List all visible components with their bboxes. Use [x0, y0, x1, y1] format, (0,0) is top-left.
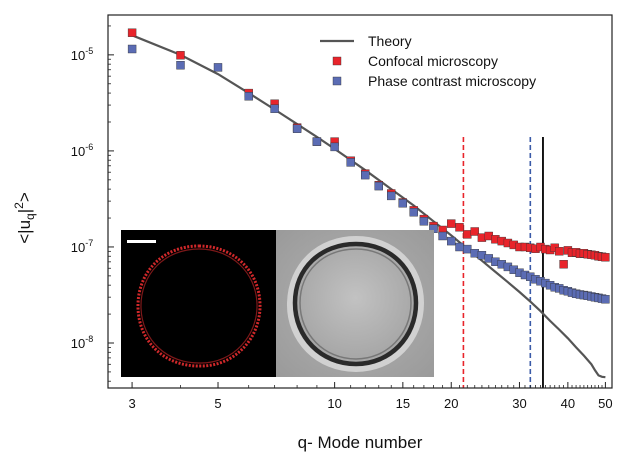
- theory-line: [131, 34, 606, 379]
- confocal-vesicle-ring: [136, 244, 262, 368]
- phase-contrast-point: [127, 44, 137, 54]
- y-tick-label: 10-5: [71, 46, 93, 63]
- phase-contrast-point: [292, 124, 302, 134]
- x-tick-label: 5: [214, 396, 221, 411]
- scale-bar: [127, 240, 156, 243]
- phase-contrast-point: [270, 104, 279, 113]
- legend-label: Phase contrast microscopy: [368, 73, 536, 89]
- y-tick-label: 10-7: [71, 238, 93, 255]
- phase-contrast-point: [419, 217, 429, 226]
- y-tick-label: 10-6: [71, 142, 93, 159]
- phase-contrast-point: [601, 295, 610, 304]
- y-axis-title: <|uq|2>: [12, 192, 37, 244]
- phase-contrast-vesicle: [276, 230, 434, 377]
- legend: Theory Confocal microscopy Phase contrast …: [320, 33, 536, 89]
- x-tick-label: 50: [598, 396, 612, 411]
- phase-contrast-point: [374, 181, 383, 191]
- phase-contrast-point: [361, 170, 370, 180]
- confocal-point: [176, 51, 185, 60]
- y-tick-label: 10-8: [71, 334, 93, 351]
- phase-contrast-point: [312, 137, 322, 146]
- confocal-image: [121, 230, 276, 377]
- phase-contrast-point: [447, 236, 456, 246]
- x-tick-label: 10: [327, 396, 341, 411]
- phase-contrast-point: [409, 207, 418, 217]
- confocal-point: [555, 247, 564, 256]
- x-tick-label: 3: [128, 396, 135, 411]
- phase-contrast-image: [276, 230, 434, 377]
- phase-contrast-point: [330, 142, 339, 152]
- legend-confocal-swatch: [332, 56, 342, 66]
- legend-label: Theory: [368, 33, 412, 49]
- phase-contrast-point: [470, 248, 479, 258]
- confocal-point: [127, 28, 137, 37]
- reference-lines: [462, 137, 544, 388]
- x-tick-label: 40: [561, 396, 575, 411]
- microscopy-inset: [121, 230, 434, 377]
- legend-phase-swatch: [332, 76, 342, 86]
- phase-contrast-point: [213, 63, 223, 72]
- x-axis-title: q- Mode number: [298, 433, 423, 452]
- phase-contrast-point: [463, 244, 472, 254]
- confocal-point: [447, 219, 456, 228]
- confocal-point: [470, 227, 479, 236]
- x-tick-label: 30: [512, 396, 526, 411]
- phase-contrast-point: [455, 242, 464, 252]
- phase-contrast-point: [398, 199, 407, 208]
- confocal-point: [463, 230, 472, 239]
- x-tick-label: 15: [396, 396, 410, 411]
- confocal-point: [559, 260, 568, 269]
- series-layer: [127, 28, 610, 379]
- phase-contrast-point: [244, 92, 253, 101]
- legend-label: Confocal microscopy: [368, 53, 498, 69]
- confocal-point: [601, 253, 610, 262]
- phase-contrast-point: [438, 231, 447, 241]
- phase-contrast-point: [387, 191, 396, 201]
- x-tick-label: 20: [444, 396, 458, 411]
- phase-contrast-point: [176, 61, 185, 70]
- confocal-point: [455, 223, 464, 232]
- phase-contrast-point: [346, 158, 355, 167]
- axis-ticks: 3 5 10 15 20 30 40 50 10-8 10-7 10-6 10-5: [71, 25, 613, 411]
